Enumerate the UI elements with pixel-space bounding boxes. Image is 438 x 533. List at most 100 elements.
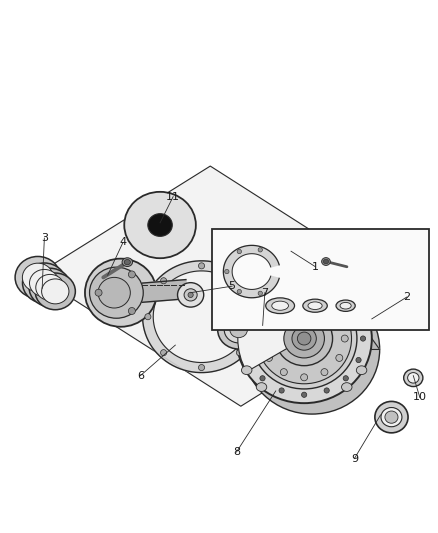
Ellipse shape [184, 289, 197, 301]
Ellipse shape [29, 268, 71, 306]
Ellipse shape [257, 293, 352, 384]
Ellipse shape [280, 369, 287, 376]
Text: 9: 9 [351, 454, 358, 464]
Text: 1: 1 [311, 262, 318, 271]
Ellipse shape [22, 263, 53, 292]
Ellipse shape [321, 369, 328, 376]
Text: 10: 10 [413, 392, 427, 402]
Ellipse shape [22, 263, 66, 303]
Ellipse shape [336, 300, 355, 311]
Ellipse shape [161, 350, 167, 356]
Ellipse shape [375, 401, 408, 433]
Ellipse shape [356, 358, 361, 362]
Ellipse shape [404, 369, 423, 386]
Polygon shape [35, 166, 416, 406]
Ellipse shape [357, 366, 367, 375]
Ellipse shape [237, 274, 372, 403]
Ellipse shape [343, 376, 348, 381]
Ellipse shape [247, 314, 252, 320]
Ellipse shape [381, 408, 402, 427]
Ellipse shape [237, 289, 241, 294]
Ellipse shape [29, 270, 59, 297]
Ellipse shape [271, 318, 276, 324]
Ellipse shape [272, 301, 289, 310]
Polygon shape [237, 338, 380, 350]
Ellipse shape [148, 214, 172, 236]
Ellipse shape [237, 350, 243, 356]
Ellipse shape [321, 302, 328, 309]
Ellipse shape [342, 383, 352, 391]
Ellipse shape [95, 289, 102, 296]
Ellipse shape [308, 302, 322, 310]
Ellipse shape [177, 282, 204, 307]
Text: 5: 5 [229, 281, 236, 291]
Ellipse shape [98, 277, 131, 308]
Ellipse shape [292, 327, 316, 350]
Ellipse shape [251, 288, 357, 389]
Ellipse shape [300, 374, 307, 381]
Ellipse shape [324, 388, 329, 393]
Ellipse shape [260, 296, 265, 301]
Ellipse shape [225, 269, 229, 274]
Ellipse shape [243, 336, 248, 341]
Ellipse shape [124, 260, 131, 265]
Ellipse shape [230, 322, 247, 338]
Ellipse shape [321, 257, 330, 265]
Ellipse shape [128, 308, 135, 314]
Ellipse shape [42, 279, 69, 304]
Ellipse shape [303, 299, 327, 312]
Ellipse shape [276, 311, 332, 366]
Ellipse shape [258, 291, 262, 295]
Ellipse shape [336, 316, 343, 322]
Ellipse shape [241, 366, 252, 375]
Text: 8: 8 [233, 447, 240, 457]
Text: 4: 4 [120, 238, 127, 247]
Ellipse shape [224, 317, 253, 343]
Ellipse shape [356, 314, 361, 320]
Ellipse shape [323, 260, 328, 264]
Ellipse shape [198, 263, 205, 269]
Ellipse shape [300, 296, 307, 303]
Ellipse shape [265, 316, 272, 322]
Polygon shape [223, 245, 279, 298]
Ellipse shape [122, 258, 133, 266]
Ellipse shape [336, 354, 343, 361]
Ellipse shape [256, 383, 267, 391]
Text: 7: 7 [261, 288, 268, 298]
Ellipse shape [341, 335, 348, 342]
Ellipse shape [279, 284, 284, 289]
Ellipse shape [279, 388, 284, 393]
Ellipse shape [35, 273, 75, 310]
Polygon shape [142, 280, 186, 302]
Text: 11: 11 [166, 192, 180, 201]
Ellipse shape [301, 280, 307, 285]
Text: 2: 2 [403, 292, 410, 302]
Ellipse shape [258, 248, 262, 252]
Ellipse shape [89, 267, 143, 318]
Ellipse shape [269, 317, 278, 326]
Ellipse shape [36, 274, 64, 301]
Ellipse shape [161, 278, 167, 284]
Polygon shape [143, 261, 255, 373]
Ellipse shape [265, 354, 272, 361]
Ellipse shape [280, 302, 287, 309]
Ellipse shape [408, 373, 419, 383]
Text: 3: 3 [41, 233, 48, 243]
Ellipse shape [260, 335, 267, 342]
Ellipse shape [297, 332, 311, 345]
Ellipse shape [188, 292, 193, 297]
Ellipse shape [340, 302, 351, 309]
Ellipse shape [385, 411, 398, 423]
Ellipse shape [360, 336, 366, 341]
Ellipse shape [284, 319, 325, 358]
Ellipse shape [301, 392, 307, 398]
Text: 6: 6 [137, 370, 144, 381]
Ellipse shape [260, 376, 265, 381]
Bar [212, 229, 428, 330]
Ellipse shape [244, 285, 380, 414]
Wedge shape [238, 305, 304, 372]
Ellipse shape [247, 358, 252, 362]
Ellipse shape [218, 311, 260, 349]
Ellipse shape [266, 298, 294, 313]
Ellipse shape [237, 249, 241, 254]
